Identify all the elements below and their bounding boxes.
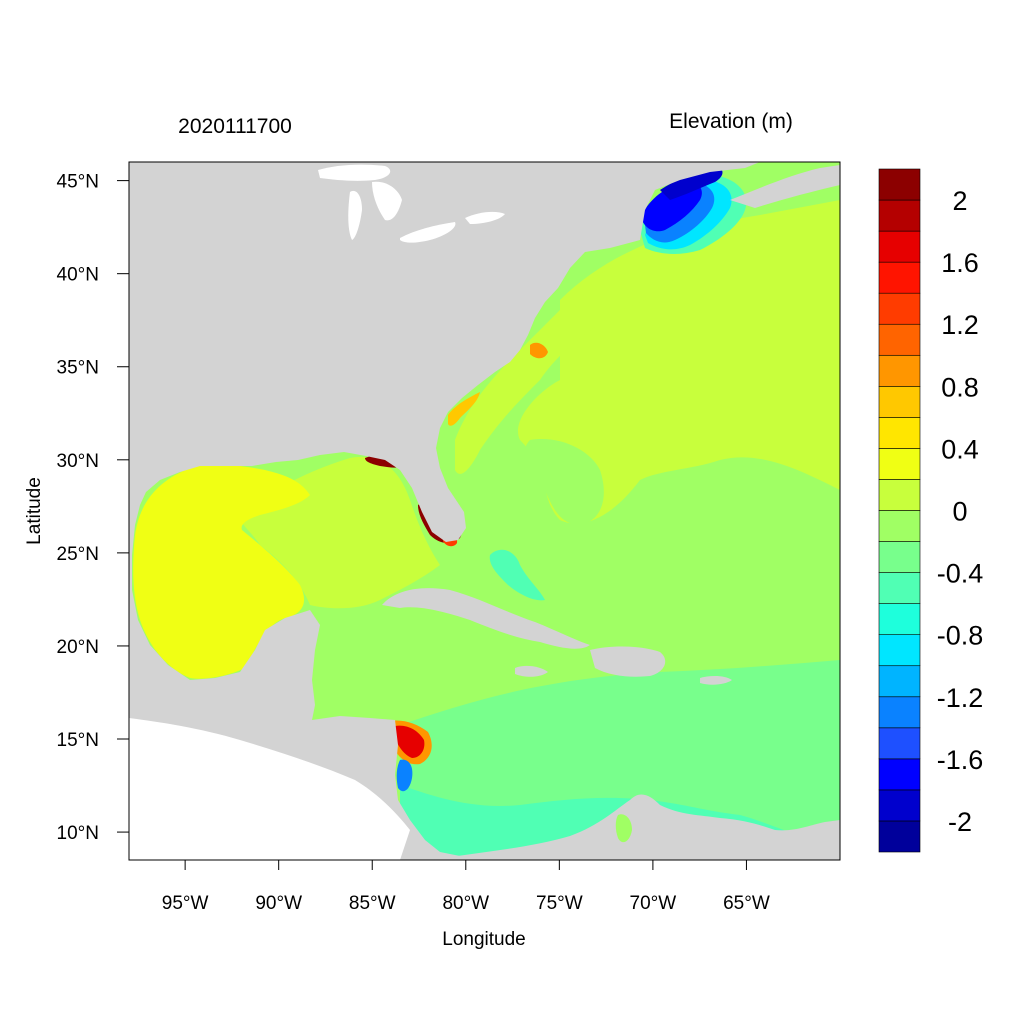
- colorbar-segment: [878, 261, 921, 294]
- lon-tick-label: 95°W: [162, 893, 209, 914]
- lat-tick-label: 40°N: [57, 265, 99, 286]
- lat-tick-label: 10°N: [57, 823, 99, 844]
- lake-erie: [400, 222, 456, 243]
- y-axis-label: Latitude: [24, 477, 45, 545]
- colorbar-segment: [878, 696, 921, 729]
- colorbar-label: 0.4: [941, 434, 979, 464]
- colorbar-segment: [878, 417, 921, 449]
- jamaica-land: [515, 665, 548, 677]
- lake-ontario: [465, 211, 505, 224]
- hispaniola-land: [590, 646, 666, 677]
- lon-tick-label: 75°W: [536, 893, 583, 914]
- lat-tick-label: 30°N: [57, 451, 99, 472]
- colorbar-segment: [878, 448, 921, 480]
- colorbar-segment: [878, 230, 921, 263]
- colorbar-label: 2: [952, 186, 967, 216]
- puerto-rico-land: [700, 675, 732, 685]
- georgia-coast-high: [448, 392, 480, 426]
- colorbar-segment: [878, 354, 921, 387]
- lat-tick-label: 25°N: [57, 544, 99, 565]
- western-gulf-high: [133, 464, 310, 679]
- lake-superior: [318, 164, 391, 181]
- lon-tick-label: 70°W: [630, 893, 677, 914]
- lat-tick-label: 20°N: [57, 637, 99, 658]
- colorbar-segment: [878, 292, 921, 325]
- lat-tick-label: 35°N: [57, 358, 99, 379]
- longitude-ticks: 95°W 90°W 85°W 80°W 75°W 70°W 65°W: [162, 860, 770, 914]
- colorbar-label: 0.8: [941, 372, 979, 402]
- colorbar-segment: [878, 323, 921, 356]
- colorbar-segment: [878, 572, 921, 604]
- colorbar-label: 1.6: [941, 248, 979, 278]
- lon-tick-label: 90°W: [255, 893, 302, 914]
- colorbar-segment: [878, 758, 921, 791]
- lat-tick-label: 45°N: [57, 172, 99, 193]
- colorbar-label: 0: [952, 497, 967, 527]
- lon-tick-label: 80°W: [442, 893, 489, 914]
- lon-tick-label: 65°W: [723, 893, 770, 914]
- cuba-land: [382, 588, 590, 649]
- atlantic-inner-patch: [524, 439, 604, 525]
- colorbar-segment: [878, 789, 921, 822]
- lake-michigan: [348, 190, 362, 240]
- lon-tick-label: 85°W: [349, 893, 396, 914]
- pacific-coast-white: [129, 718, 410, 860]
- colorbar-label: 1.2: [941, 310, 979, 340]
- colorbar-label: -1.6: [937, 745, 984, 775]
- colorbar-segment: [878, 479, 921, 511]
- plot-frame: [128, 161, 841, 861]
- colorbar-segment: [878, 820, 921, 853]
- variable-label: Elevation (m): [669, 110, 793, 133]
- colorbar-labels: 2 1.6 1.2 0.8 0.4 0 -0.4 -0.8 -1.2 -1.6 -2: [937, 186, 984, 837]
- south-america-land: [430, 794, 840, 860]
- honduras-surge-core: [395, 725, 425, 758]
- x-axis-label: Longitude: [442, 929, 525, 950]
- nicaragua-low: [396, 759, 413, 792]
- date-label: 2020111700: [178, 115, 292, 138]
- gulf-of-maine-low-5: [660, 166, 723, 200]
- colorbar-label: -2: [948, 807, 972, 837]
- lake-maracaibo: [615, 814, 632, 843]
- colorbar-label: -0.8: [937, 621, 984, 651]
- colorbar-segment: [878, 665, 921, 698]
- colorbar-segment: [878, 199, 921, 232]
- colorbar-segment: [878, 603, 921, 635]
- north-america-land: [129, 162, 760, 860]
- colorbar: [878, 168, 921, 853]
- colorbar-segment: [878, 386, 921, 418]
- colorbar-segment: [878, 510, 921, 542]
- latitude-ticks: 45°N 40°N 35°N 30°N 25°N 20°N 15°N 10°N: [57, 172, 129, 844]
- lake-huron: [372, 181, 402, 221]
- north-carolina-surge: [530, 342, 548, 359]
- colorbar-label: -0.4: [937, 559, 984, 589]
- colorbar-segment: [878, 727, 921, 760]
- colorbar-segment: [878, 634, 921, 667]
- colorbar-segment: [878, 541, 921, 573]
- map-plot-area: [129, 162, 840, 860]
- lat-tick-label: 15°N: [57, 730, 99, 751]
- colorbar-segment: [878, 168, 921, 201]
- coastal-shelf-high: [455, 250, 682, 474]
- colorbar-label: -1.2: [937, 683, 984, 713]
- bahamas-shallows: [489, 549, 545, 601]
- nova-scotia-land: [730, 165, 840, 208]
